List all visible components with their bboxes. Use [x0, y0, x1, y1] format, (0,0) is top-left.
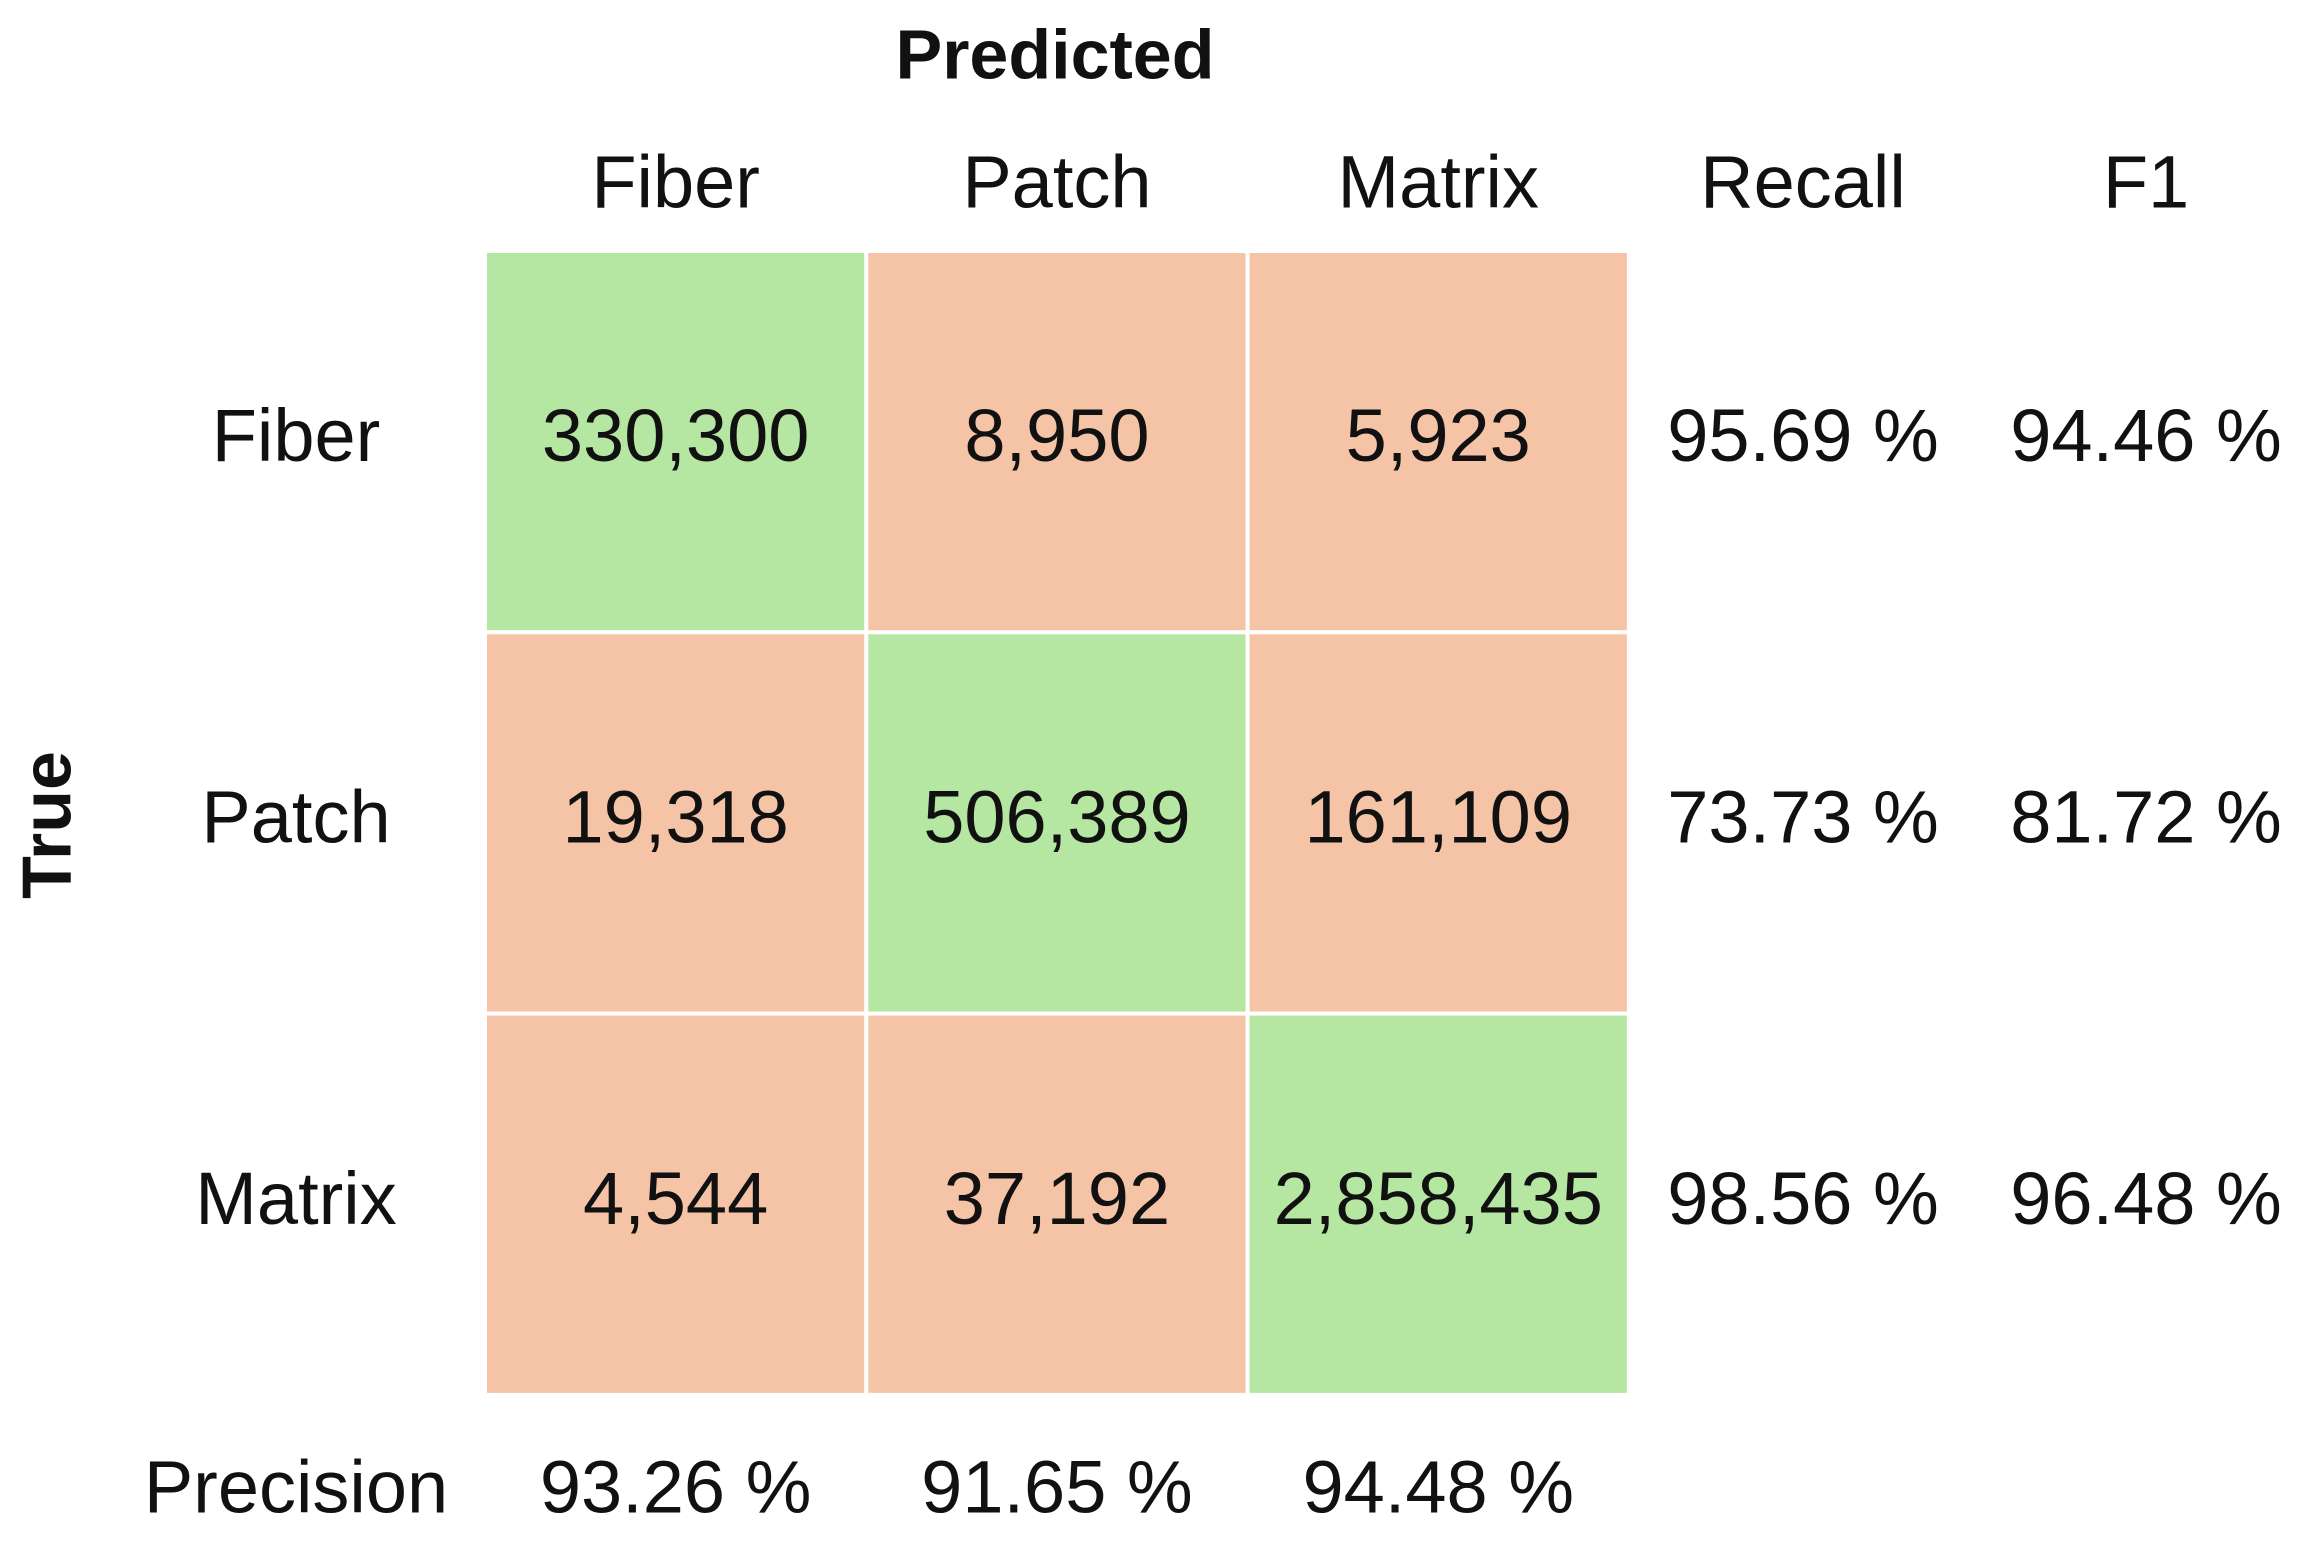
matrix-cell [1245, 630, 1631, 1016]
matrix-cell [864, 630, 1250, 1016]
column-header: Patch [962, 141, 1151, 224]
cell-value: 5,923 [1346, 394, 1531, 477]
precision-value: 94.48 % [1302, 1446, 1574, 1529]
recall-value: 98.56 % [1667, 1157, 1939, 1240]
cell-value: 2,858,435 [1274, 1157, 1603, 1240]
precision-value: 91.65 % [921, 1446, 1193, 1529]
precision-value: 93.26 % [540, 1446, 812, 1529]
matrix-cell [864, 1011, 1250, 1397]
recall-value: 95.69 % [1667, 394, 1939, 477]
column-header: Matrix [1338, 141, 1539, 224]
cell-value: 4,544 [583, 1157, 768, 1240]
f1-value: 81.72 % [2010, 775, 2282, 858]
title: Predicted [896, 15, 1215, 93]
f1-value: 96.48 % [2010, 1157, 2282, 1240]
cell-value: 161,109 [1305, 775, 1573, 858]
matrix-cell [483, 1011, 869, 1397]
row-label: Patch [201, 775, 390, 858]
precision-label: Precision [144, 1446, 448, 1529]
matrix-cell [483, 249, 869, 635]
cell-value: 330,300 [542, 394, 810, 477]
matrix-cell [1245, 1011, 1631, 1397]
matrix-cell [1245, 249, 1631, 635]
cell-value: 37,192 [944, 1157, 1170, 1240]
row-label: Fiber [212, 394, 381, 477]
f1-value: 94.46 % [2010, 394, 2282, 477]
column-header: Recall [1700, 141, 1906, 224]
recall-value: 73.73 % [1667, 775, 1939, 858]
column-header: Fiber [591, 141, 760, 224]
row-axis-label: True [7, 751, 85, 899]
matrix-cell [864, 249, 1250, 635]
matrix-cell [483, 630, 869, 1016]
cell-value: 506,389 [923, 775, 1191, 858]
cell-value: 8,950 [964, 394, 1149, 477]
cell-value: 19,318 [562, 775, 788, 858]
row-label: Matrix [195, 1157, 396, 1240]
column-header: F1 [2103, 141, 2189, 224]
